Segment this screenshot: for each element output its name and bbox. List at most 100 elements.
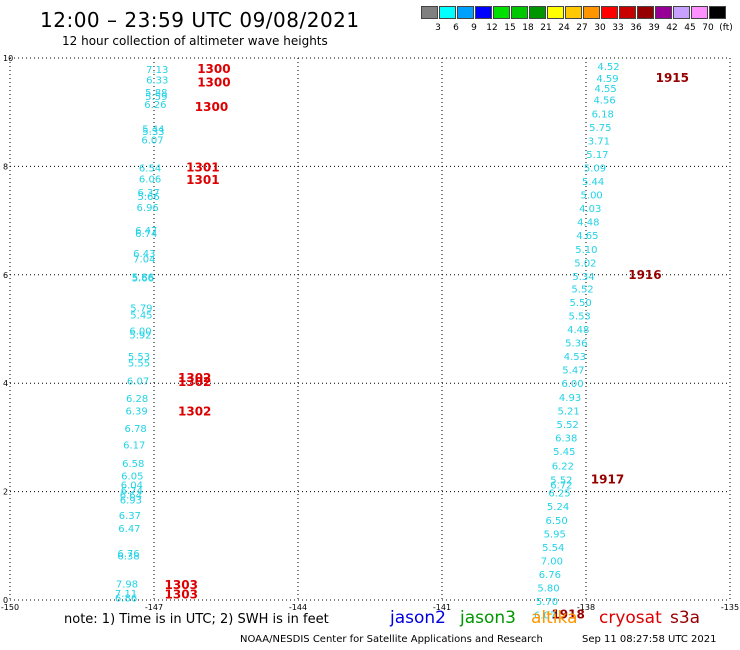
wave-height-point: 6.96: [137, 203, 159, 214]
colorbar-swatch: [709, 6, 726, 19]
wave-height-point: 5.66: [132, 274, 154, 285]
wave-height-point: 6.47: [135, 226, 157, 237]
pass-number-label: 1300: [195, 100, 228, 114]
wave-height-point: 5.86: [132, 272, 154, 283]
wave-height-point: 6.39: [125, 406, 147, 417]
colorbar-label: 33: [612, 23, 624, 33]
colorbar-swatch: [565, 6, 582, 19]
wave-height-point: 5.80: [537, 584, 559, 595]
colorbar-label: 12: [486, 23, 498, 33]
wave-height-point: 5.54: [542, 543, 564, 554]
colorbar-swatch: [655, 6, 672, 19]
wave-height-point: 6.50: [545, 516, 567, 527]
wave-height-point: 6.04: [121, 481, 143, 492]
pass-number-label: 1303: [165, 588, 198, 602]
wave-height-point: 5.75: [589, 123, 611, 134]
wave-height-point: 5.24: [547, 502, 569, 513]
wave-height-point: 5.47: [562, 366, 584, 377]
wave-height-point: 6.26: [144, 100, 166, 111]
wave-height-point: 7.11: [115, 589, 137, 600]
wave-height-point: 4.03: [579, 204, 601, 215]
wave-height-point: 5.09: [584, 163, 606, 174]
mission-legend-jason2: jason2: [390, 608, 446, 628]
colorbar-label: 6: [453, 23, 459, 33]
colorbar-label: (ft): [719, 23, 733, 33]
wave-height-point: 4.55: [594, 84, 616, 95]
wave-height-point: 6.07: [127, 376, 149, 387]
colorbar-label: 39: [648, 23, 660, 33]
wave-height-point: 7.13: [146, 65, 168, 76]
wave-height-point: 6.28: [126, 394, 148, 405]
wave-height-point: 5.00: [581, 191, 603, 202]
wave-height-point: 4.52: [597, 62, 619, 73]
wave-height-point: 5.44: [142, 124, 164, 135]
wave-height-point: 4.48: [577, 218, 599, 229]
wave-height-point: 5.79: [130, 303, 152, 314]
wave-height-point: 6.47: [118, 524, 140, 535]
colorbar-swatch: [529, 6, 546, 19]
wave-height-point: 5.53: [128, 352, 150, 363]
colorbar-label: 45: [684, 23, 696, 33]
wave-height-point: 6.05: [121, 471, 143, 482]
wave-height-point: 6.18: [592, 109, 614, 120]
wave-height-point: 6.76: [539, 570, 561, 581]
colorbar-label: 27: [576, 23, 588, 33]
colorbar-label: 30: [594, 23, 606, 33]
wave-height-point: 7.04: [133, 255, 155, 266]
wave-height-point: 6.37: [119, 511, 141, 522]
pass-number-label: 1916: [628, 268, 661, 282]
colorbar-swatch: [511, 6, 528, 19]
wave-height-point: 5.21: [557, 406, 579, 417]
wave-height-point: 6.86: [115, 593, 137, 604]
colorbar-label: 3: [435, 23, 441, 33]
colorbar-swatch: [601, 6, 618, 19]
wave-height-point: 4.56: [593, 96, 615, 107]
colorbar-label: 24: [558, 23, 570, 33]
wave-height-point: 6.64: [120, 490, 142, 501]
wave-height-point: 5.10: [575, 245, 597, 256]
mission-legend-s3a: s3a: [670, 608, 701, 628]
wave-height-point: 4.59: [596, 74, 618, 85]
colorbar-label: 15: [504, 23, 516, 33]
colorbar-swatch: [457, 6, 474, 19]
pass-number-label: 1301: [186, 173, 219, 187]
x-tick-label: -147: [145, 603, 163, 612]
wave-height-point: 5.52: [550, 476, 572, 487]
wave-height-point: 5.34: [572, 272, 594, 283]
colorbar-label: 21: [540, 23, 552, 33]
pass-number-label: 1300: [197, 75, 230, 89]
wave-height-point: 6.93: [120, 496, 142, 507]
wave-height-point: 4.53: [564, 352, 586, 363]
wave-height-point: 6.00: [129, 327, 151, 338]
wave-height-point: 6.22: [552, 462, 574, 473]
wave-height-point: 7.00: [541, 556, 563, 567]
wave-height-point: 3.71: [588, 136, 610, 147]
pass-number-label: 1301: [186, 160, 219, 174]
x-tick-label: -144: [289, 603, 307, 612]
y-tick-label: 0: [3, 596, 8, 605]
colorbar-label: 70: [702, 23, 714, 33]
wave-height-point: 5.45: [130, 310, 152, 321]
pass-number-label: 1300: [197, 62, 230, 76]
colorbar-swatch: [637, 6, 654, 19]
wave-height-point: 6.74: [135, 229, 157, 240]
mission-legend-jason3: jason3: [460, 608, 516, 628]
wave-height-point: 6.43: [133, 249, 155, 260]
y-tick-label: 2: [3, 488, 8, 497]
wave-height-point: 5.44: [582, 177, 604, 188]
pass-number-label: 1302: [178, 371, 211, 385]
wave-height-point: 6.76: [117, 549, 139, 560]
chart-title: 12:00 – 23:59 UTC 09/08/2021: [40, 8, 360, 32]
wave-height-point: 5.52: [557, 420, 579, 431]
pass-number-label: 1917: [591, 473, 624, 487]
wave-height-point: 6.38: [555, 433, 577, 444]
wave-height-point: 6.38: [117, 552, 139, 563]
pass-number-label: 1302: [178, 375, 211, 389]
wave-height-point: 5.33: [142, 127, 164, 138]
wave-height-point: 5.17: [586, 150, 608, 161]
y-tick-label: 10: [3, 54, 13, 63]
wave-height-point: 5.02: [574, 258, 596, 269]
wave-height-point: 6.33: [146, 76, 168, 87]
wave-height-point: 6.58: [122, 459, 144, 470]
